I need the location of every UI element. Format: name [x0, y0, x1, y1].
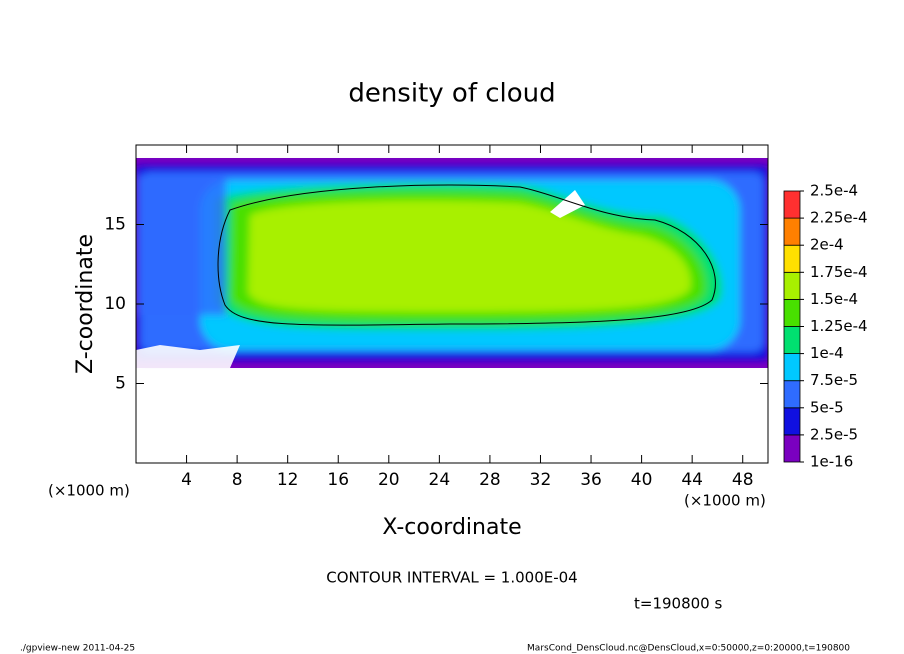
x-tick-label: 8	[232, 470, 243, 490]
density-field	[136, 158, 768, 368]
colorbar-segment	[783, 271, 801, 300]
x-axis-label: X-coordinate	[382, 515, 521, 540]
colorbar-label: 2.5e-4	[810, 182, 858, 200]
colorbar-label: 1.75e-4	[810, 263, 868, 281]
x-tick-label: 48	[732, 470, 754, 490]
x-tick-label: 32	[530, 470, 552, 490]
x-tick-label: 44	[681, 470, 703, 490]
colorbar-segment	[783, 244, 801, 273]
x-tick-label: 4	[181, 470, 192, 490]
x-unit-label: (×1000 m)	[684, 492, 766, 510]
colorbar-label: 5e-5	[810, 398, 844, 416]
colorbar-label: 2.25e-4	[810, 209, 868, 227]
colorbar-segment	[783, 380, 801, 409]
x-tick-label: 36	[580, 470, 602, 490]
y-tick-label: 5	[115, 374, 126, 394]
colorbar-label: 2.5e-5	[810, 425, 858, 443]
colorbar-segment	[783, 407, 801, 436]
contour-interval: CONTOUR INTERVAL = 1.000E-04	[326, 569, 577, 587]
y-tick-label: 10	[104, 294, 126, 314]
x-tick-label: 20	[378, 470, 400, 490]
colorbar-label: 1.25e-4	[810, 317, 868, 335]
colorbar-segment	[783, 434, 801, 463]
colorbar-label: 2e-4	[810, 236, 844, 254]
x-tick-label: 24	[429, 470, 451, 490]
y-tick-label: 15	[104, 215, 126, 235]
colorbar-segment	[783, 326, 801, 355]
colorbar-label: 1e-4	[810, 344, 844, 362]
colorbar-label: 1.5e-4	[810, 290, 858, 308]
colorbar-label: 7.5e-5	[810, 371, 858, 389]
x-tick-label: 40	[631, 470, 653, 490]
x-tick-label: 16	[327, 470, 349, 490]
time-label: t=190800 s	[634, 595, 722, 613]
y-axis-label: Z-coordinate	[73, 234, 98, 374]
x-tick-label: 28	[479, 470, 501, 490]
colorbar-segment	[783, 353, 801, 382]
chart-title: density of cloud	[348, 79, 555, 109]
x-unit-label: (×1000 m)	[48, 482, 130, 500]
footer-right: MarsCond_DensCloud.nc@DensCloud,x=0:5000…	[527, 644, 850, 654]
x-tick-label: 12	[277, 470, 299, 490]
colorbar-segment	[783, 298, 801, 327]
footer-left: ./gpview-new 2011-04-25	[20, 644, 135, 654]
colorbar-label: 1e-16	[810, 453, 853, 471]
colorbar-segment	[783, 190, 801, 219]
colorbar-segment	[783, 217, 801, 246]
